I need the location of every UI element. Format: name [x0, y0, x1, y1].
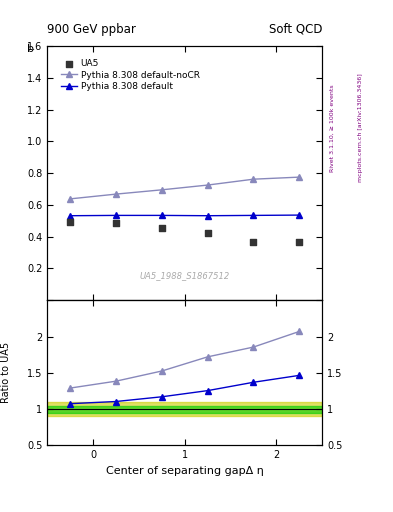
- Y-axis label: Ratio to UA5: Ratio to UA5: [2, 342, 11, 403]
- Pythia 8.308 default: [297, 212, 302, 218]
- UA5: [113, 219, 119, 227]
- Text: mcplots.cern.ch [arXiv:1306.3436]: mcplots.cern.ch [arXiv:1306.3436]: [358, 74, 363, 182]
- X-axis label: Center of separating gapΔ η: Center of separating gapΔ η: [106, 466, 264, 476]
- Pythia 8.308 default: [205, 212, 210, 219]
- Pythia 8.308 default: [114, 212, 118, 219]
- UA5: [67, 218, 73, 226]
- Pythia 8.308 default-noCR: [68, 196, 72, 202]
- Bar: [47, 406, 322, 413]
- Pythia 8.308 default-noCR: [297, 174, 302, 180]
- Pythia 8.308 default-noCR: [205, 182, 210, 188]
- Bar: [47, 402, 322, 416]
- UA5: [250, 238, 257, 246]
- Line: Pythia 8.308 default-noCR: Pythia 8.308 default-noCR: [67, 175, 302, 202]
- UA5: [204, 229, 211, 237]
- Pythia 8.308 default-noCR: [160, 187, 164, 193]
- Pythia 8.308 default: [251, 212, 256, 219]
- Text: UA5_1988_S1867512: UA5_1988_S1867512: [140, 271, 230, 280]
- Text: Rivet 3.1.10, ≥ 100k events: Rivet 3.1.10, ≥ 100k events: [330, 84, 335, 172]
- UA5: [159, 224, 165, 232]
- Pythia 8.308 default-noCR: [114, 191, 118, 197]
- Pythia 8.308 default: [68, 212, 72, 219]
- Pythia 8.308 default-noCR: [251, 176, 256, 182]
- Line: Pythia 8.308 default: Pythia 8.308 default: [67, 212, 302, 219]
- UA5: [296, 238, 303, 246]
- Y-axis label: b: b: [27, 44, 34, 54]
- Legend: UA5, Pythia 8.308 default-noCR, Pythia 8.308 default: UA5, Pythia 8.308 default-noCR, Pythia 8…: [57, 56, 203, 94]
- Text: 900 GeV ppbar: 900 GeV ppbar: [47, 23, 136, 36]
- Text: Soft QCD: Soft QCD: [269, 23, 322, 36]
- Pythia 8.308 default: [160, 212, 164, 219]
